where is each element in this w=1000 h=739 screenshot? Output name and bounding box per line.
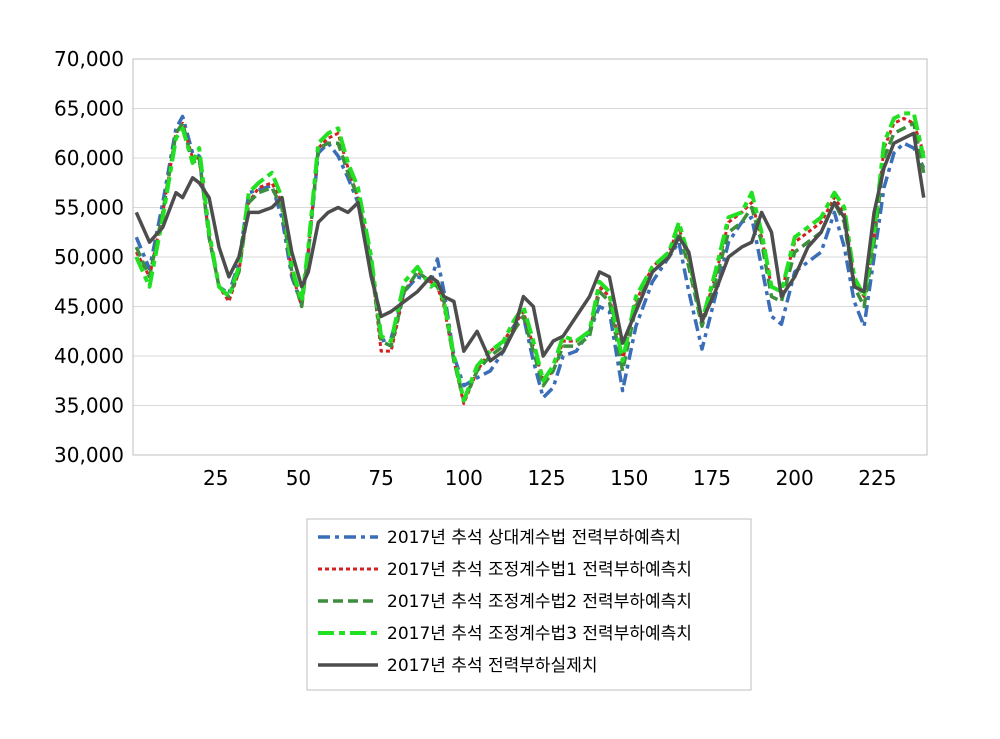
y-tick-label: 45,000 [54,295,124,319]
x-tick-label: 175 [693,466,731,490]
series-line-5 [134,131,926,363]
series-lines [134,111,926,405]
y-axis-tick-labels: 30,000 35,000 40,000 45,000 50,000 55,000 60,0… [54,47,124,467]
y-tick-label: 35,000 [54,394,124,418]
legend: 2017년 추석 상대계수법 전력부하예측치 2017년 추석 조정계수법1 전력… [306,518,752,691]
x-tick-label: 125 [527,466,565,490]
y-tick-label: 65,000 [54,97,124,121]
x-tick-label: 25 [203,466,228,490]
y-tick-label: 60,000 [54,146,124,170]
legend-label-4: 2017년 추석 조정계수법3 전력부하예측치 [387,624,692,644]
series-line-2 [134,116,926,405]
series-line-4 [134,111,926,403]
x-axis-tick-labels: 25 50 75 100 125 150 175 200 225 [203,466,896,490]
x-tick-label: 200 [776,466,814,490]
x-tick-label: 50 [286,466,311,490]
y-tick-label: 40,000 [54,344,124,368]
y-tick-label: 50,000 [54,245,124,269]
y-tick-label: 30,000 [54,443,124,467]
legend-label-5: 2017년 추석 전력부하실제치 [387,656,597,676]
plot-area-frame [132,58,928,456]
legend-label-3: 2017년 추석 조정계수법2 전력부하예측치 [387,592,692,612]
x-tick-label: 150 [610,466,648,490]
gridlines [133,58,927,456]
legend-label-1: 2017년 추석 상대계수법 전력부하예측치 [387,528,681,548]
x-tick-label: 100 [445,466,483,490]
legend-label-2: 2017년 추석 조정계수법1 전력부하예측치 [387,560,692,580]
y-tick-label: 55,000 [54,196,124,220]
x-tick-label: 225 [858,466,896,490]
x-tick-label: 75 [368,466,393,490]
y-tick-label: 70,000 [54,47,124,71]
legend-box [306,518,752,691]
